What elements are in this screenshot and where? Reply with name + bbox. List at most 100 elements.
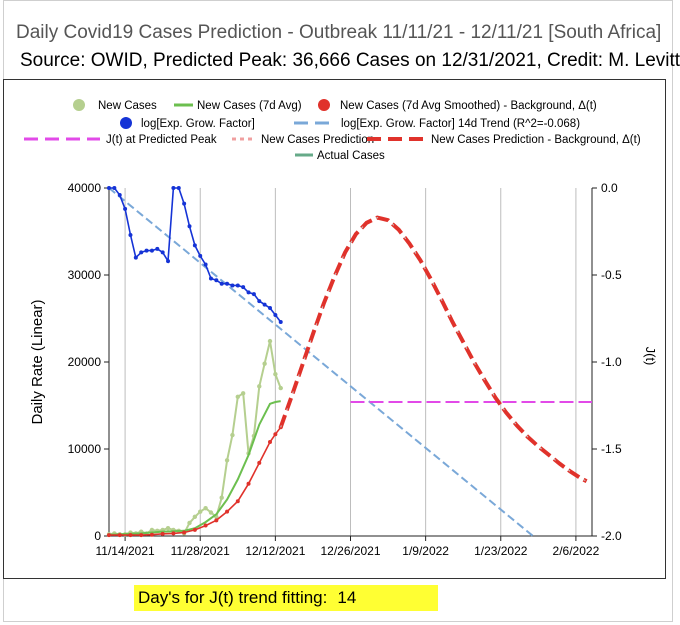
growth-point: [235, 283, 240, 288]
x-tick-label: 1/9/2022: [402, 544, 449, 558]
growth-point: [144, 248, 149, 253]
growth-point: [139, 250, 144, 255]
growth-point: [171, 186, 176, 190]
legend-label: log[Exp. Grow. Factor]: [141, 118, 255, 130]
grid: [124, 188, 577, 536]
growth-point: [133, 255, 138, 260]
smoothed-point: [117, 533, 122, 538]
smoothed-point: [182, 530, 187, 535]
legend-label: New Cases: [98, 100, 157, 112]
axis-labels: 11/14/2021 11/28/2021 12/12/2021 12/26/2021…: [29, 181, 658, 558]
growth-point: [251, 292, 256, 297]
growth-point: [219, 281, 224, 286]
y-tick-label: 20000: [68, 355, 102, 369]
legend-label: Actual Cases: [317, 150, 385, 162]
y2-tick-label: -0.5: [601, 268, 622, 282]
y-tick-label: 10000: [68, 442, 102, 456]
legend: New Cases New Cases (7d Avg) New Cases (7d…: [24, 99, 641, 162]
new-cases-point: [149, 527, 155, 533]
y2-tick-label: -1.5: [601, 442, 622, 456]
new-cases-point: [208, 510, 214, 515]
new-cases-point: [219, 495, 224, 500]
growth-point: [257, 299, 262, 304]
smoothed-point: [139, 533, 144, 538]
smoothed-point: [225, 509, 230, 514]
smoothed-point: [214, 518, 219, 523]
trend-fitting-note: Day's for J(t) trend fitting: 14: [134, 585, 438, 611]
growth-point: [203, 262, 208, 267]
trend-fitting-label: Day's for J(t) trend fitting:: [138, 588, 328, 607]
smoothed-point: [171, 531, 176, 536]
new-cases-point: [230, 432, 235, 438]
growth-point: [278, 319, 283, 324]
x-tick-label: 12/12/2021: [245, 544, 305, 558]
new-cases-point: [267, 338, 273, 344]
legend-label: log[Exp. Grow. Factor] 14d Trend (R^2=-0…: [341, 118, 580, 130]
legend-label: New Cases (7d Avg): [197, 100, 302, 112]
growth-point: [160, 250, 165, 255]
new-cases-point: [235, 394, 240, 399]
growth-point: [241, 285, 246, 290]
y-tick-label: 0: [94, 529, 101, 543]
growth-point: [107, 186, 111, 190]
growth-line: [109, 187, 282, 323]
y2-tick-label: -2.0: [601, 529, 622, 543]
new-cases-point: [240, 391, 246, 396]
smoothed-point: [128, 533, 133, 538]
growth-point: [166, 259, 171, 264]
growth-point: [176, 186, 181, 190]
trend-line: [108, 187, 534, 537]
axes: [104, 187, 597, 541]
new-cases-point: [262, 361, 267, 366]
new-cases-point: [203, 505, 208, 511]
y2-tick-label: -1.0: [601, 355, 622, 369]
growth-point: [123, 206, 128, 211]
smoothed-point: [235, 499, 240, 504]
x-tick-label: 1/23/2022: [474, 544, 528, 558]
avg7-line: [108, 400, 281, 536]
legend-label: J(t) at Predicted Peak: [106, 134, 217, 146]
growth-point: [192, 243, 197, 248]
legend-marker: [318, 99, 330, 111]
new-cases-point: [165, 525, 171, 531]
y2-tick-label: 0.0: [601, 181, 618, 195]
new-cases-point: [257, 384, 262, 389]
smoothed-point: [160, 531, 165, 536]
new-cases-point: [278, 385, 283, 391]
legend-label: New Cases (7d Avg Smoothed) - Background…: [340, 100, 597, 112]
smoothed-point: [246, 481, 251, 486]
y-tick-label: 40000: [68, 181, 102, 195]
prediction-center-line: [280, 217, 587, 482]
new-cases-point: [224, 458, 230, 463]
growth-point: [273, 313, 278, 318]
y-axis-title: Daily Rate (Linear): [29, 299, 46, 424]
growth-point: [112, 186, 117, 190]
growth-point: [117, 192, 122, 197]
new-cases-point: [273, 371, 278, 377]
growth-point: [214, 278, 219, 283]
smoothed-point: [192, 527, 197, 532]
x-tick-label: 11/28/2021: [171, 544, 230, 558]
chart-svg: New Cases New Cases (7d Avg) New Cases (7d…: [24, 99, 658, 558]
chart-subtitle: Source: OWID, Predicted Peak: 36,666 Cas…: [20, 50, 680, 71]
growth-point: [208, 276, 213, 281]
growth-point: [187, 224, 192, 229]
smoothed-point: [273, 432, 278, 437]
smoothed-point: [257, 460, 262, 465]
new-cases-point: [198, 509, 203, 514]
x-tick-label: 11/14/2021: [96, 544, 155, 558]
growth-point: [268, 306, 272, 311]
growth-point: [149, 248, 154, 253]
series: [106, 186, 592, 538]
trend-fitting-value: 14: [337, 588, 357, 607]
legend-label: New Cases Prediction: [261, 134, 374, 146]
growth-point: [155, 246, 160, 251]
x-tick-label: 2/6/2022: [553, 544, 600, 558]
new-cases-point: [192, 514, 198, 520]
y2-axis-title: J(t): [643, 347, 658, 366]
growth-point: [182, 201, 187, 206]
new-cases-point: [187, 520, 192, 526]
chart-area: New Cases New Cases (7d Avg) New Cases (7d…: [3, 79, 666, 579]
growth-point: [198, 253, 203, 258]
growth-point: [262, 302, 267, 307]
